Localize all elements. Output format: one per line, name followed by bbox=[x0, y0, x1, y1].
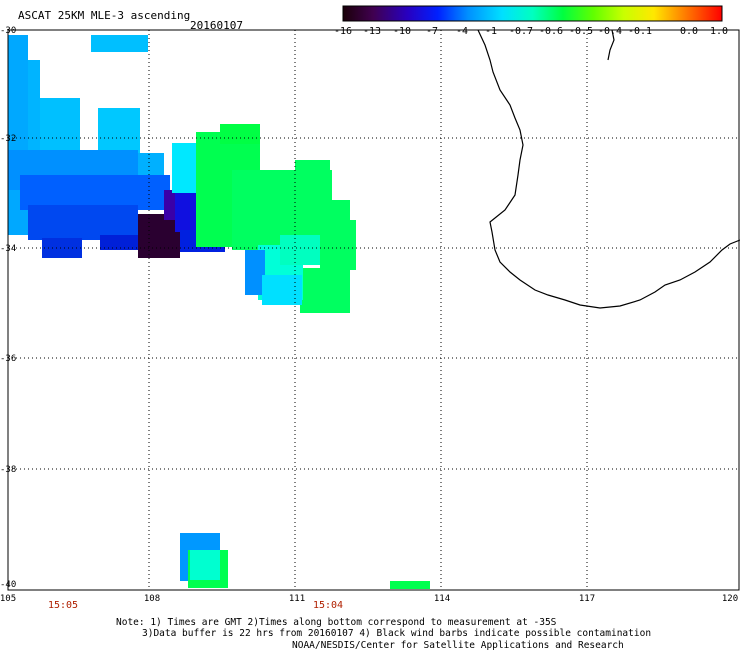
colorbar-label: -1 bbox=[484, 26, 498, 37]
map-date: 20160107 bbox=[190, 19, 243, 32]
y-tick-label: -30 bbox=[0, 26, 17, 36]
x-tick-label: 108 bbox=[143, 594, 161, 604]
x-tick-label: 120 bbox=[721, 594, 739, 604]
graticule bbox=[8, 30, 740, 590]
x-tick-label: 114 bbox=[433, 594, 451, 604]
colorbar-label: -0.6 bbox=[538, 26, 564, 37]
colorbar-label: -7 bbox=[425, 26, 439, 37]
coastline bbox=[477, 29, 740, 309]
colorbar-label: -10 bbox=[392, 26, 412, 37]
x-tick-label: 117 bbox=[578, 594, 596, 604]
colorbar-label: -0.4 bbox=[597, 26, 623, 37]
colorbar-label: -0.7 bbox=[508, 26, 534, 37]
x-tick-label: 105 bbox=[0, 594, 17, 604]
pass-time: 15:04 bbox=[312, 600, 344, 611]
note-line: Note: 1) Times are GMT 2)Times along bot… bbox=[116, 617, 557, 628]
colorbar-label: -4 bbox=[455, 26, 469, 37]
x-tick-label: 111 bbox=[288, 594, 306, 604]
colorbar-label: -0.1 bbox=[627, 26, 653, 37]
map-frame bbox=[7, 29, 740, 591]
colorbar-label: -0.5 bbox=[568, 26, 594, 37]
y-tick-label: -34 bbox=[0, 244, 17, 254]
map-title: ASCAT 25KM MLE-3 ascending bbox=[18, 9, 191, 22]
y-tick-label: -36 bbox=[0, 354, 17, 364]
y-tick-label: -38 bbox=[0, 465, 17, 475]
note-line: 3)Data buffer is 22 hrs from 20160107 4)… bbox=[142, 628, 652, 639]
colorbar-label: 0.0 bbox=[679, 26, 699, 37]
colorbar bbox=[342, 5, 723, 22]
footer-credit: NOAA/NESDIS/Center for Satellite Applica… bbox=[292, 640, 624, 651]
colorbar-label: 1.0 bbox=[709, 26, 729, 37]
coastline-island bbox=[607, 29, 615, 61]
pass-time: 15:05 bbox=[47, 600, 79, 611]
colorbar-label: -16 bbox=[333, 26, 353, 37]
wind-data-cells bbox=[8, 35, 430, 589]
y-tick-label: -40 bbox=[0, 580, 17, 590]
colorbar-label: -13 bbox=[362, 26, 382, 37]
y-tick-label: -32 bbox=[0, 134, 17, 144]
